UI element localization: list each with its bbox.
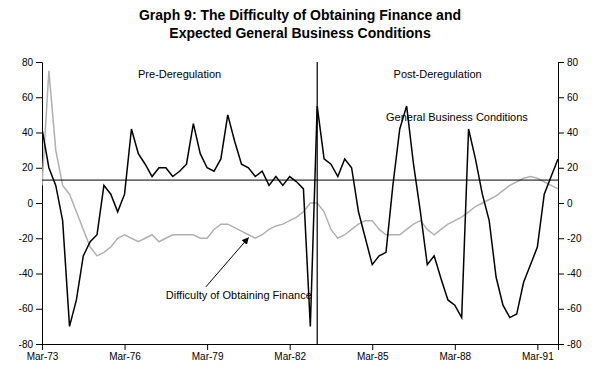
x-tick: Mar-91 bbox=[522, 344, 554, 362]
x-tick-mark bbox=[537, 344, 538, 350]
x-tick-mark bbox=[125, 344, 126, 350]
y-tick-label: -20 bbox=[567, 233, 582, 244]
y-axis-line-left bbox=[36, 63, 43, 345]
y-tick-label: 60 bbox=[22, 92, 34, 103]
y-tick-mark bbox=[36, 62, 42, 63]
x-tick-label: Mar-76 bbox=[109, 351, 141, 362]
annotations: Pre-Deregulation Post-Deregulation Difficu… bbox=[138, 68, 528, 301]
y-tick-left: -40 bbox=[19, 268, 42, 279]
x-tick: Mar-85 bbox=[357, 344, 389, 362]
y-tick-mark bbox=[558, 344, 564, 345]
y-tick-label: -80 bbox=[567, 339, 582, 350]
y-tick-mark bbox=[558, 203, 564, 204]
x-tick-label: Mar-91 bbox=[522, 351, 554, 362]
y-tick-label: 20 bbox=[22, 162, 34, 173]
series-label: General Business Conditions bbox=[386, 111, 528, 123]
x-tick-mark bbox=[372, 344, 373, 350]
y-tick-label: -40 bbox=[567, 268, 582, 279]
y-tick-mark bbox=[36, 203, 42, 204]
region-label: Post-Deregulation bbox=[394, 68, 482, 80]
x-tick: Mar-79 bbox=[192, 344, 224, 362]
y-tick-left: -20 bbox=[19, 233, 42, 244]
title: Expected General Business Conditions bbox=[169, 25, 431, 41]
y-tick-label: 80 bbox=[22, 57, 34, 68]
y-tick-mark bbox=[36, 309, 42, 310]
y-tick-left: -60 bbox=[19, 303, 42, 314]
x-axis-line bbox=[43, 345, 559, 351]
y-tick-right: 40 bbox=[558, 127, 579, 138]
y-tick-mark bbox=[36, 97, 42, 98]
x-tick: Mar-88 bbox=[439, 344, 471, 362]
x-tick: Mar-82 bbox=[274, 344, 306, 362]
plot: Mar-73 Mar-76 Mar-79 Mar-82 Mar-85 Mar-88 Mar-… bbox=[19, 57, 582, 362]
y-tick-mark bbox=[36, 133, 42, 134]
y-tick-mark bbox=[558, 62, 564, 63]
y-tick-label: -60 bbox=[19, 303, 34, 314]
marks bbox=[42, 62, 558, 344]
divider-line bbox=[317, 62, 318, 344]
y-tick-label: -80 bbox=[19, 339, 34, 350]
y-tick-label: 60 bbox=[567, 92, 579, 103]
y-tick-mark bbox=[36, 344, 42, 345]
x-tick-mark bbox=[455, 344, 456, 350]
y-tick-left: 80 bbox=[22, 57, 42, 68]
y-tick-right: -20 bbox=[558, 233, 582, 244]
y-tick-right: -60 bbox=[558, 303, 582, 314]
x-tick-label: Mar-82 bbox=[274, 351, 306, 362]
y-tick-label: 80 bbox=[567, 57, 579, 68]
title: Graph 9: The Difficulty of Obtaining Fin… bbox=[139, 7, 461, 23]
y-tick-label: -20 bbox=[19, 233, 34, 244]
chart: Graph 9: The Difficulty of Obtaining Fin… bbox=[0, 0, 600, 372]
y-tick-left: 20 bbox=[22, 162, 42, 173]
x-tick-mark bbox=[290, 344, 291, 350]
x-tick-mark bbox=[207, 344, 208, 350]
series-line bbox=[42, 71, 558, 256]
x-tick: Mar-76 bbox=[109, 344, 141, 362]
y-tick-label: -60 bbox=[567, 303, 582, 314]
y-tick-label: 0 bbox=[567, 198, 573, 209]
y-tick-right: -40 bbox=[558, 268, 582, 279]
y-tick-mark bbox=[558, 274, 564, 275]
y-tick-label: 0 bbox=[27, 198, 33, 209]
y-tick-mark bbox=[36, 238, 42, 239]
x-axis: Mar-73 Mar-76 Mar-79 Mar-82 Mar-85 Mar-88 Mar-… bbox=[27, 344, 559, 362]
y-tick-left: 40 bbox=[22, 127, 42, 138]
y-tick-mark bbox=[558, 238, 564, 239]
y-tick-mark bbox=[558, 97, 564, 98]
x-tick-label: Mar-88 bbox=[439, 351, 471, 362]
y-tick-right: 20 bbox=[558, 162, 579, 173]
y-tick-right: -80 bbox=[558, 339, 582, 350]
series-label: Difficulty of Obtaining Finance bbox=[166, 289, 312, 301]
y-tick-right: 0 bbox=[558, 198, 573, 209]
y-tick-mark bbox=[558, 168, 564, 169]
y-tick-mark bbox=[558, 133, 564, 134]
y-tick-label: 40 bbox=[22, 127, 34, 138]
y-axis-left: -80 -60 -40 -20 0 20 40 60 80 bbox=[19, 57, 43, 350]
region-label: Pre-Deregulation bbox=[138, 68, 221, 80]
series-line bbox=[42, 106, 558, 326]
y-tick-mark bbox=[558, 309, 564, 310]
y-tick-left: -80 bbox=[19, 339, 42, 350]
y-tick-label: 20 bbox=[567, 162, 579, 173]
y-tick-left: 60 bbox=[22, 92, 42, 103]
x-tick-label: Mar-85 bbox=[357, 351, 389, 362]
y-axis-line-right bbox=[559, 63, 565, 345]
y-tick-left: 0 bbox=[27, 198, 42, 209]
x-tick-label: Mar-73 bbox=[27, 351, 59, 362]
y-tick-label: -40 bbox=[19, 268, 34, 279]
y-tick-mark bbox=[36, 274, 42, 275]
y-tick-mark bbox=[36, 168, 42, 169]
y-tick-right: 80 bbox=[558, 57, 579, 68]
x-tick-label: Mar-79 bbox=[192, 351, 224, 362]
reference-line bbox=[42, 180, 558, 181]
y-axis-right: -80 -60 -40 -20 0 20 40 60 80 bbox=[558, 57, 582, 350]
label-arrow bbox=[206, 238, 249, 287]
y-tick-label: 40 bbox=[567, 127, 579, 138]
y-tick-right: 60 bbox=[558, 92, 579, 103]
